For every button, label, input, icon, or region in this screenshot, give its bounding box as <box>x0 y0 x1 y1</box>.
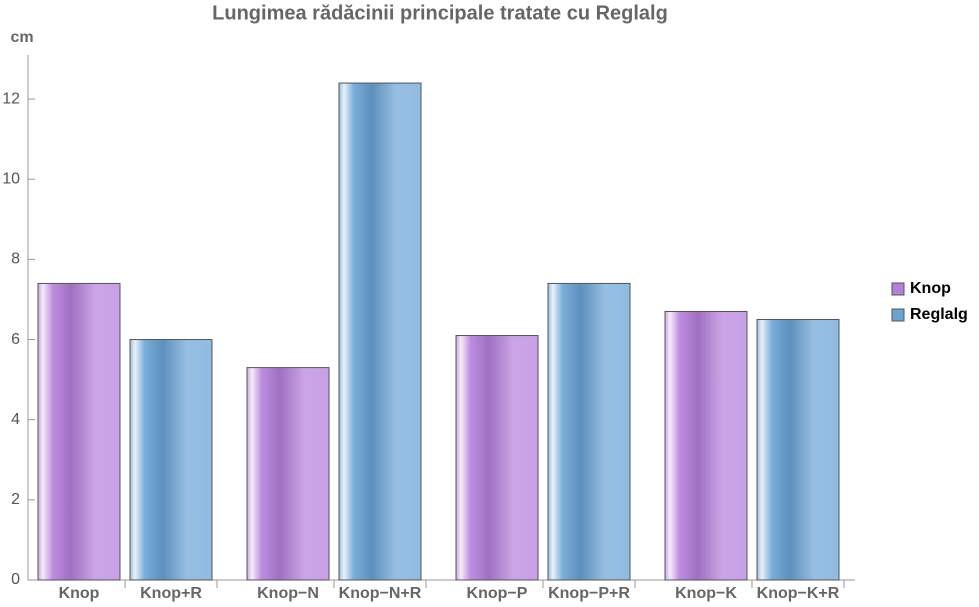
legend-label: Knop <box>910 280 951 297</box>
y-tick-label: 4 <box>11 411 20 428</box>
x-tick-label: Knop−K+R <box>757 585 840 602</box>
chart-title: Lungimea rădăcinii principale tratate cu… <box>212 2 668 24</box>
legend-swatch <box>891 308 905 322</box>
y-tick-label: 10 <box>2 170 20 187</box>
bar <box>455 335 539 581</box>
y-tick-label: 6 <box>11 331 20 348</box>
y-tick-label: 8 <box>11 251 20 268</box>
y-tick-label: 2 <box>11 491 20 508</box>
bar <box>664 310 748 581</box>
x-tick-label: Knop−N+R <box>339 585 422 602</box>
x-tick-label: Knop−N <box>257 585 319 602</box>
bar <box>338 82 422 581</box>
bar <box>37 282 121 581</box>
x-tick-label: Knop−K <box>675 585 737 602</box>
bar <box>246 367 330 581</box>
legend-swatch <box>891 282 905 296</box>
x-tick-label: Knop+R <box>140 585 202 602</box>
x-tick-label: Knop−P <box>467 585 528 602</box>
x-tick-label: Knop−P+R <box>548 585 630 602</box>
bar <box>756 319 840 581</box>
bar <box>129 339 213 581</box>
y-tick-label: 0 <box>11 571 20 588</box>
x-tick-label: Knop <box>59 585 100 602</box>
bar <box>547 282 631 581</box>
y-tick-label: 12 <box>2 90 20 107</box>
y-axis-label: cm <box>10 29 33 46</box>
legend-label: Reglalg <box>910 306 968 323</box>
